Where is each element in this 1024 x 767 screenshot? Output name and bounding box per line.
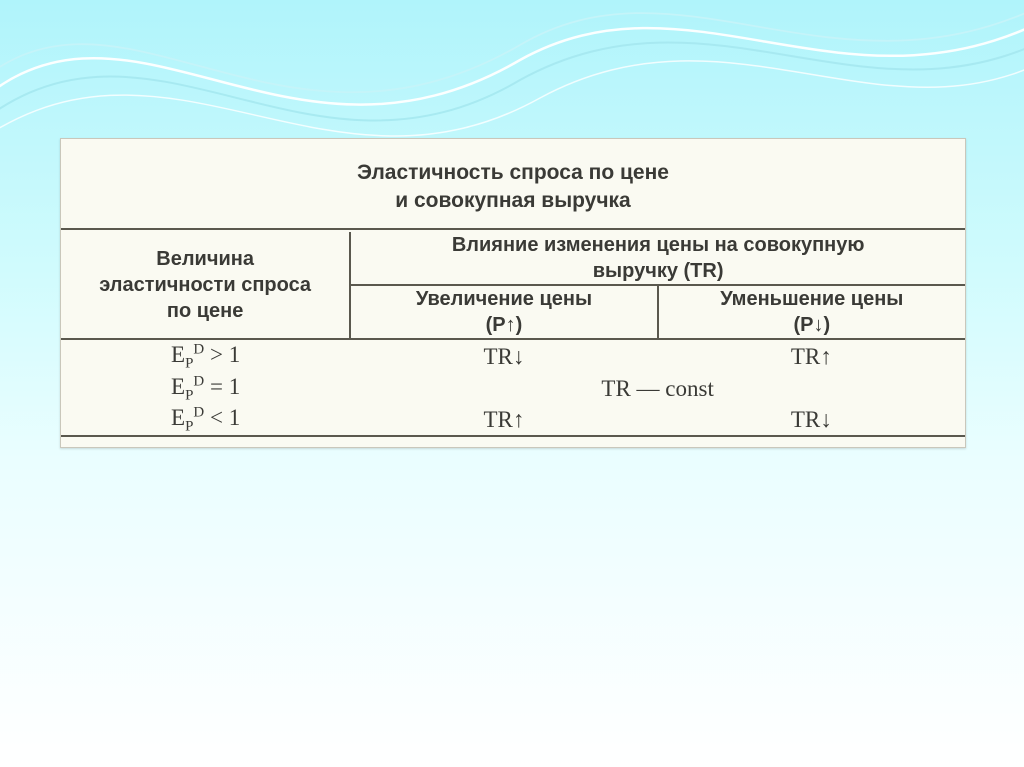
table-row: EPD < 1 TR↑ TR↓ <box>61 404 965 436</box>
cell-tr-up: TR↓ <box>350 342 657 373</box>
cell-tr-const: TR — const <box>350 373 965 404</box>
header-effect: Влияние изменения цены на совокупную выр… <box>350 232 965 285</box>
cell-elasticity: EPD > 1 <box>61 342 350 373</box>
cell-tr-down: TR↑ <box>658 342 965 373</box>
title-line-1: Эластичность спроса по цене <box>357 161 669 184</box>
header-elasticity: Величина эластичности спроса по цене <box>61 232 350 339</box>
cell-elasticity: EPD < 1 <box>61 404 350 436</box>
table-row: EPD = 1 TR — const <box>61 373 965 404</box>
cell-tr-down: TR↓ <box>658 404 965 436</box>
cell-tr-up: TR↑ <box>350 404 657 436</box>
table-container: Эластичность спроса по цене и совокупная… <box>60 138 966 448</box>
slide-background: Эластичность спроса по цене и совокупная… <box>0 0 1024 767</box>
title-line-2: и совокупная выручка <box>395 189 631 212</box>
header-row-1: Величина эластичности спроса по цене Вли… <box>61 232 965 285</box>
elasticity-table: Величина эластичности спроса по цене Вли… <box>61 228 965 440</box>
header-price-down: Уменьшение цены (P↓) <box>658 285 965 339</box>
header-price-up: Увеличение цены (P↑) <box>350 285 657 339</box>
table-row: EPD > 1 TR↓ TR↑ <box>61 342 965 373</box>
table-title: Эластичность спроса по цене и совокупная… <box>61 155 965 228</box>
cell-elasticity: EPD = 1 <box>61 373 350 404</box>
